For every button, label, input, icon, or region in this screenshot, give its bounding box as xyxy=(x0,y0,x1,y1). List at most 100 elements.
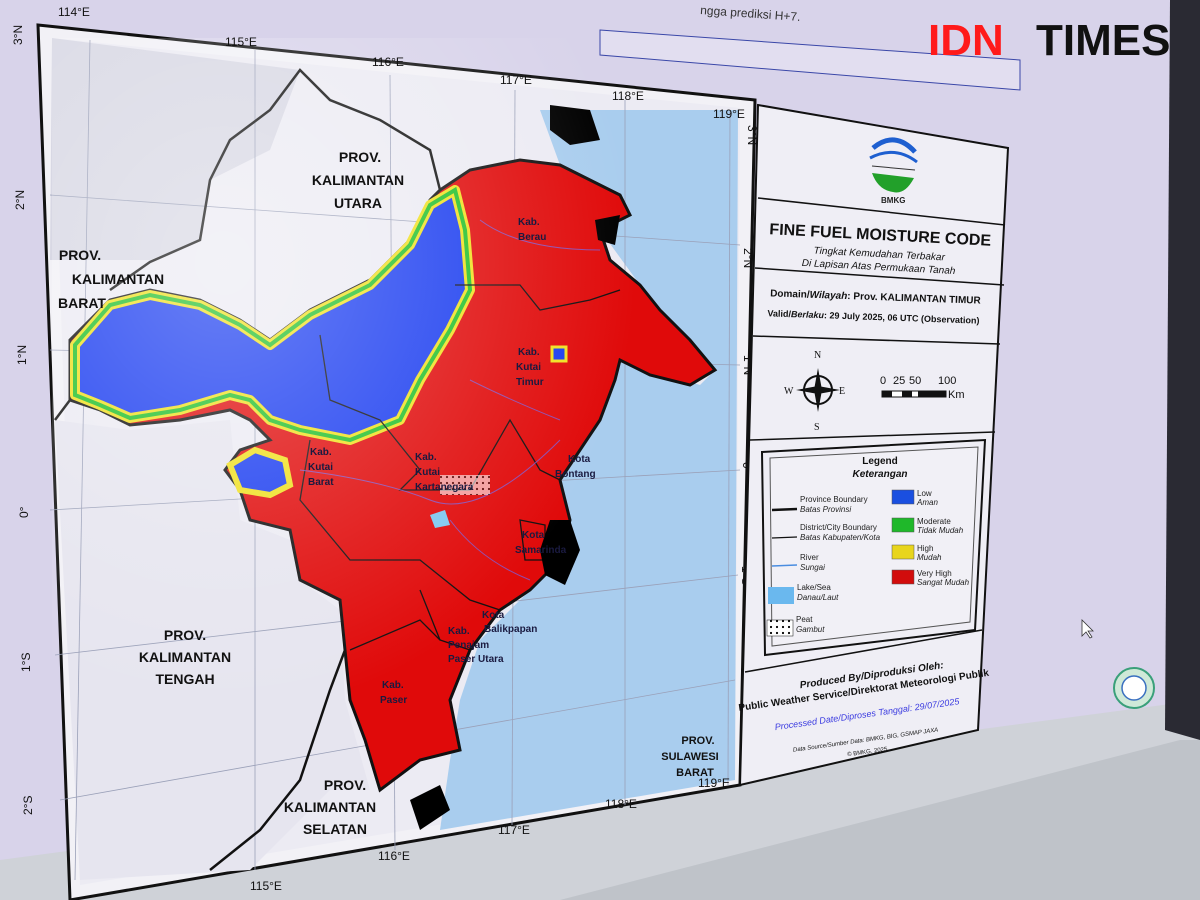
district-label: Berau xyxy=(518,232,546,243)
legend-line-label: Province Boundary xyxy=(800,495,868,504)
district-label: Kutai xyxy=(415,467,440,478)
district-label: Kab. xyxy=(448,626,470,637)
province-label: SELATAN xyxy=(303,821,367,837)
legend-line-label: Peat xyxy=(796,615,813,624)
province-label: PROV. xyxy=(324,777,366,793)
compass-e: E xyxy=(839,386,845,397)
district-label: Kab. xyxy=(382,680,404,691)
province-label: BARAT xyxy=(676,767,714,779)
map-frame xyxy=(36,23,757,900)
province-label: TENGAH xyxy=(155,671,214,687)
logo-text: BMKG xyxy=(881,196,905,205)
legend-swatch-moderate xyxy=(891,517,915,533)
province-label: BARAT xyxy=(58,295,106,311)
legend-class-label: Aman xyxy=(916,498,938,507)
legend-class-label: Low xyxy=(917,489,932,498)
province-label: SULAWESI xyxy=(661,751,718,763)
district-label: Balikpapan xyxy=(484,624,537,635)
lat-tick: 2°N xyxy=(741,248,755,268)
compass-n: N xyxy=(814,350,821,361)
legend-line-label: Batas Provinsi xyxy=(800,505,851,514)
compass-s: S xyxy=(814,422,820,433)
legend-line-label: Batas Kabupaten/Kota xyxy=(800,533,881,542)
district-label: Kab. xyxy=(415,452,437,463)
lat-tick: 1°N xyxy=(15,345,29,365)
lon-tick: 118°E xyxy=(612,89,644,103)
brand-times: TIMES xyxy=(1036,16,1170,65)
lon-ticks-top: 114°E 115°E 116°E 117°E 118°E 119°E xyxy=(58,5,745,121)
mouse-cursor-icon xyxy=(1081,619,1094,639)
legend-swatch-low xyxy=(891,489,915,505)
lat-tick: 3°N xyxy=(745,125,759,145)
province-label: PROV. xyxy=(339,149,381,165)
bmkg-logo: BMKG xyxy=(869,137,918,205)
province-labels: PROV. KALIMANTAN UTARA PROV. KALIMANTAN … xyxy=(58,149,719,837)
lon-tick: 115°E xyxy=(225,35,257,49)
legend-line-label: Sungai xyxy=(800,563,825,572)
legend-class-label: Mudah xyxy=(917,553,942,562)
brand-idn: IDN xyxy=(928,16,1004,65)
lon-tick: 117°E xyxy=(498,823,530,837)
legend-title: Legend xyxy=(862,456,898,467)
district-labels: Kab. Berau Kab. Kutai Timur Kab. Kutai B… xyxy=(308,217,596,706)
province-label: UTARA xyxy=(334,195,382,211)
legend: Legend Keterangan Province Boundary Bata… xyxy=(760,438,987,657)
district-label: Paser Utara xyxy=(448,654,504,665)
mascot-badge-icon xyxy=(1113,667,1155,709)
legend-line-label: Danau/Laut xyxy=(797,593,839,602)
scale-bar: 0 25 50 100 Km xyxy=(880,375,965,401)
lat-tick: 1°S xyxy=(19,653,33,672)
lon-tick: 115°E xyxy=(250,879,282,893)
district-label: Kab. xyxy=(518,217,540,228)
screen-top-text: ngga prediksi H+7. xyxy=(700,3,801,24)
lon-tick: 117°E xyxy=(500,73,532,87)
province-label: KALIMANTAN xyxy=(139,649,231,665)
legend-class-label: Sangat Mudah xyxy=(917,578,970,587)
info-panel: BMKG FINE FUEL MOISTURE CODE Tingkat Kem… xyxy=(738,103,1010,787)
province-label: KALIMANTAN xyxy=(72,271,164,287)
province-label: PROV. xyxy=(59,247,101,263)
legend-class-label: Very High xyxy=(917,569,952,578)
district-label: Paser xyxy=(380,695,407,706)
district-label: Bontang xyxy=(555,469,596,480)
scale-label: 50 xyxy=(909,375,921,387)
legend-swatch-high xyxy=(891,544,915,560)
scale-label: 100 xyxy=(938,375,956,387)
district-label: Kutai xyxy=(308,462,333,473)
lon-tick: 116°E xyxy=(372,55,404,69)
legend-line-label: River xyxy=(800,553,819,562)
lat-tick: 3°N xyxy=(11,25,25,45)
province-label: PROV. xyxy=(164,627,206,643)
district-label: Timur xyxy=(516,377,544,388)
district-label: Samarinda xyxy=(515,545,567,556)
district-label: Kutai xyxy=(516,362,541,373)
scale-label: 25 xyxy=(893,375,905,387)
legend-class-label: Moderate xyxy=(917,517,951,526)
lon-tick: 116°E xyxy=(378,849,410,863)
district-label: Penajam xyxy=(448,640,489,651)
legend-line-label: District/City Boundary xyxy=(800,523,877,532)
district-label: Kartanegara xyxy=(415,482,474,493)
lat-tick: 0° xyxy=(17,506,31,518)
legend-class-label: Tidak Mudah xyxy=(917,526,964,535)
province-label: KALIMANTAN xyxy=(284,799,376,815)
idn-times-watermark: IDN TIMES xyxy=(928,16,1170,65)
lat-tick: 2°N xyxy=(13,190,27,210)
legend-line-label: Gambut xyxy=(796,625,825,634)
domain-text: Domain/Wilayah: Prov. KALIMANTAN TIMUR xyxy=(770,288,982,306)
lon-tick: 119°E xyxy=(698,776,730,790)
district-label: Kota xyxy=(522,530,545,541)
lat-ticks-left: 3°N 2°N 1°N 0° 1°S 2°S xyxy=(11,25,35,815)
lon-ticks-bottom: 115°E 116°E 117°E 118°E 119°E xyxy=(250,776,730,893)
district-label: Kota xyxy=(568,454,591,465)
district-label: Kota xyxy=(482,610,505,621)
scale-unit: Km xyxy=(948,389,965,401)
lat-tick: 2°S xyxy=(21,796,35,815)
province-label: KALIMANTAN xyxy=(312,172,404,188)
lat-tick: 0° xyxy=(740,462,754,474)
district-label: Kab. xyxy=(310,447,332,458)
legend-swatch-very-high xyxy=(891,569,915,585)
lon-tick: 118°E xyxy=(605,797,637,811)
compass-rose-icon: N S E W xyxy=(784,350,845,433)
